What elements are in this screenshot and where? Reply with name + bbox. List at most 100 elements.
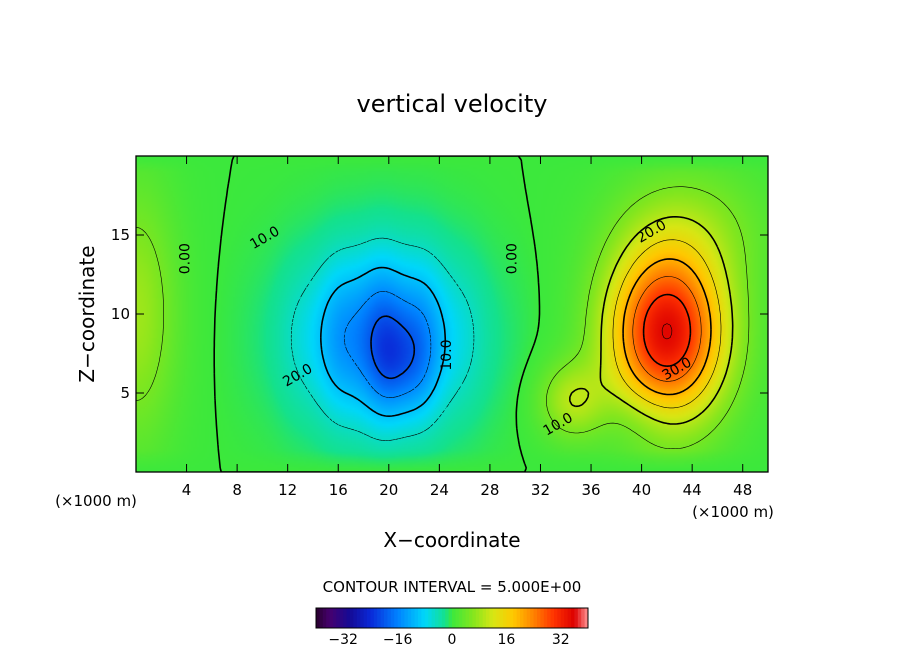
x-tick-label: 28 (480, 481, 499, 499)
colorbar-cell (547, 608, 551, 628)
chart-title: vertical velocity (357, 90, 548, 118)
contour-label: 0.00 (177, 243, 193, 274)
x-tick-label: 20 (379, 481, 398, 499)
y-tick-label: 5 (120, 384, 130, 402)
colorbar-tick-label: −16 (383, 632, 413, 648)
y-axis: 5 10 15 (111, 226, 768, 402)
colorbar-cell (441, 608, 446, 628)
contour-line-20 (622, 258, 712, 396)
contour-line-35 (661, 323, 673, 340)
y-axis-label: Z−coordinate (75, 245, 99, 382)
contour-interval-text: CONTOUR INTERVAL = 5.000E+00 (323, 578, 582, 596)
colorbar-cell (418, 608, 422, 628)
colorbar-cell (404, 608, 409, 628)
colorbar-cell (411, 608, 415, 628)
colorbar-cell (564, 608, 568, 628)
colorbar-cell (533, 608, 538, 628)
colorbar: −32 −16 0 16 32 (315, 607, 589, 648)
colorbar-cell (530, 608, 534, 628)
colorbar-cell (516, 608, 521, 628)
colorbar-cell (475, 608, 480, 628)
colorbar-cell (557, 608, 562, 628)
colorbar-cell (554, 608, 558, 628)
colorbar-cell (370, 608, 375, 628)
colorbar-cell (496, 608, 500, 628)
x-tick-label: 32 (531, 481, 550, 499)
x-tick-label: 4 (182, 481, 192, 499)
colorbar-cell (373, 608, 378, 628)
colorbar-cell (445, 608, 449, 628)
x-tick-label: 24 (430, 481, 449, 499)
colorbar-cell (401, 608, 405, 628)
velocity-field-heatmap (136, 156, 768, 472)
colorbar-cell (469, 608, 473, 628)
colorbar-cell (333, 608, 337, 628)
colorbar-cell (360, 608, 364, 628)
colorbar-cell (316, 608, 320, 628)
colorbar-cell (489, 608, 494, 628)
colorbar-cell (482, 608, 487, 628)
x-unit-label-left: (×1000 m) (55, 492, 137, 510)
x-tick-label: 16 (329, 481, 348, 499)
colorbar-cell (407, 608, 412, 628)
colorbar-cell (438, 608, 443, 628)
colorbar-tick-label: −32 (328, 632, 358, 648)
colorbar-cell (350, 608, 354, 628)
colorbar-cell (513, 608, 517, 628)
colorbar-cell (390, 608, 395, 628)
colorbar-cell (520, 608, 524, 628)
x-unit-label-right: (×1000 m) (692, 503, 774, 521)
colorbar-cell (329, 608, 334, 628)
colorbar-cell (509, 608, 514, 628)
contour-line-30 (642, 293, 692, 367)
colorbar-tick-label: 0 (448, 632, 457, 648)
contour-lines (136, 156, 750, 472)
contour-line-neg5 (290, 237, 475, 441)
colorbar-cell (380, 608, 385, 628)
x-axis-label: X−coordinate (383, 528, 520, 552)
colorbar-cell (343, 608, 347, 628)
colorbar-cell (394, 608, 398, 628)
colorbar-cell (384, 608, 388, 628)
x-tick-label: 48 (733, 481, 752, 499)
colorbar-cell (367, 608, 371, 628)
contour-label: 0.00 (505, 243, 521, 274)
colorbar-cell (465, 608, 470, 628)
colorbar-cell (339, 608, 344, 628)
colorbar-cell (431, 608, 436, 628)
contour-line-neg15 (343, 291, 432, 398)
contour-line-10 (569, 216, 734, 425)
colorbar-cell (377, 608, 381, 628)
colorbar-cell (581, 608, 585, 628)
colorbar-cell (543, 608, 548, 628)
colorbar-cell (424, 608, 429, 628)
colorbar-tick-label: 16 (497, 632, 515, 648)
colorbar-cell (414, 608, 419, 628)
x-tick-label: 44 (683, 481, 702, 499)
colorbar-cell (353, 608, 358, 628)
contour-line-5 (136, 186, 750, 449)
contour-line-neg20 (370, 315, 416, 380)
colorbar-cell (506, 608, 511, 628)
colorbar-cell (448, 608, 453, 628)
colorbar-cell (560, 608, 565, 628)
colorbar-cell (458, 608, 463, 628)
y-tick-label: 15 (111, 226, 130, 244)
x-tick-label: 36 (581, 481, 600, 499)
colorbar-cell (499, 608, 504, 628)
colorbar-cell (479, 608, 483, 628)
contour-line-0 (213, 156, 541, 472)
colorbar-cell (363, 608, 368, 628)
contour-label: 10.0 (439, 339, 455, 370)
colorbar-cell (336, 608, 341, 628)
colorbar-cell (472, 608, 477, 628)
colorbar-cell (319, 608, 324, 628)
colorbar-cell (486, 608, 490, 628)
colorbar-cell (584, 608, 589, 628)
colorbar-cell (455, 608, 460, 628)
colorbar-cell (571, 608, 575, 628)
colorbar-cell (550, 608, 555, 628)
x-tick-label: 8 (232, 481, 242, 499)
colorbar-cell (452, 608, 456, 628)
